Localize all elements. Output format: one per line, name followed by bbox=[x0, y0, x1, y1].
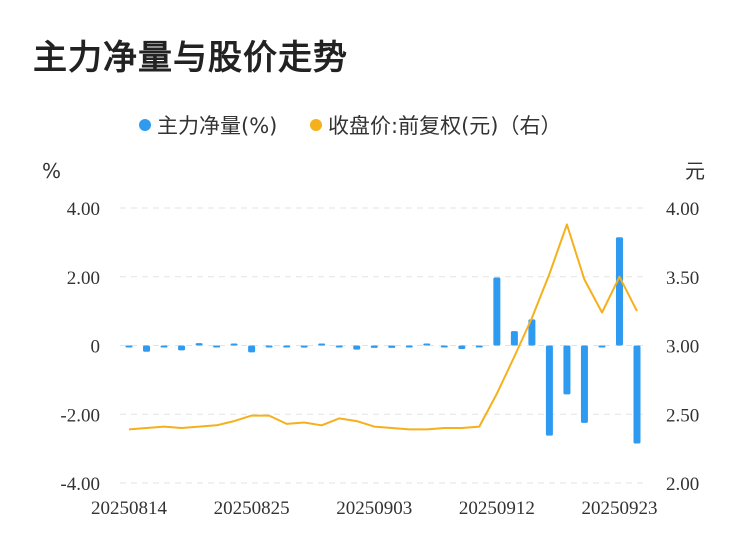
line-series bbox=[128, 223, 638, 431]
chart-title: 主力净量与股价走势 bbox=[33, 38, 348, 78]
bar bbox=[475, 345, 483, 348]
bar bbox=[283, 345, 291, 348]
bar bbox=[423, 343, 431, 346]
x-axis-labels: 20250814 20250825 20250903 20250912 20250923 bbox=[91, 498, 657, 519]
x-tick-label: 20250912 bbox=[459, 498, 535, 519]
bar bbox=[528, 319, 536, 346]
legend-marker-bars bbox=[139, 119, 151, 131]
bar bbox=[545, 345, 553, 436]
right-axis-ticks: 4.00 3.50 3.00 2.50 2.00 bbox=[666, 199, 699, 495]
legend-label-line[interactable]: 收盘价:前复权(元)（右） bbox=[328, 114, 561, 138]
bar bbox=[230, 343, 238, 346]
legend-label-bars[interactable]: 主力净量(%) bbox=[157, 114, 277, 138]
right-tick-label: 3.00 bbox=[666, 337, 699, 358]
right-tick-label: 2.00 bbox=[666, 474, 699, 495]
left-tick-label: 2.00 bbox=[67, 268, 100, 289]
x-tick-label: 20250825 bbox=[214, 498, 290, 519]
bar bbox=[493, 277, 501, 346]
bar bbox=[370, 345, 378, 348]
left-axis-ticks: 4.00 2.00 0 -2.00 -4.00 bbox=[60, 199, 100, 495]
bar bbox=[633, 345, 641, 444]
bar bbox=[388, 345, 396, 348]
bar bbox=[335, 345, 343, 348]
left-axis-unit: % bbox=[42, 159, 61, 183]
left-tick-label: 4.00 bbox=[67, 199, 100, 220]
right-axis-unit: 元 bbox=[685, 159, 705, 183]
bar bbox=[160, 345, 168, 348]
bar bbox=[318, 343, 326, 346]
bar bbox=[143, 345, 151, 352]
x-tick-label: 20250814 bbox=[91, 498, 168, 519]
legend: 主力净量(%) 收盘价:前复权(元)（右） bbox=[139, 114, 561, 138]
x-tick-label: 20250923 bbox=[581, 498, 657, 519]
x-tick-label: 20250903 bbox=[336, 498, 412, 519]
bar bbox=[178, 345, 186, 351]
bar bbox=[598, 345, 606, 348]
bar bbox=[353, 345, 361, 350]
right-tick-label: 2.50 bbox=[666, 405, 699, 426]
close-price-line bbox=[128, 223, 638, 431]
left-tick-label: 0 bbox=[91, 337, 101, 358]
bar bbox=[458, 345, 466, 349]
bar bbox=[440, 345, 448, 348]
bar bbox=[510, 331, 518, 346]
bar-series bbox=[125, 237, 641, 444]
bar bbox=[405, 345, 413, 348]
left-tick-label: -4.00 bbox=[60, 474, 100, 495]
bar bbox=[615, 237, 623, 346]
bar bbox=[300, 345, 308, 348]
bar bbox=[213, 345, 221, 348]
bar bbox=[248, 345, 256, 353]
bar bbox=[195, 343, 203, 346]
bar bbox=[265, 345, 273, 348]
right-tick-label: 4.00 bbox=[666, 199, 699, 220]
left-tick-label: -2.00 bbox=[60, 405, 100, 426]
legend-marker-line bbox=[310, 119, 322, 131]
bar bbox=[125, 345, 133, 348]
bar bbox=[563, 345, 571, 395]
bar bbox=[580, 345, 588, 423]
right-tick-label: 3.50 bbox=[666, 268, 699, 289]
